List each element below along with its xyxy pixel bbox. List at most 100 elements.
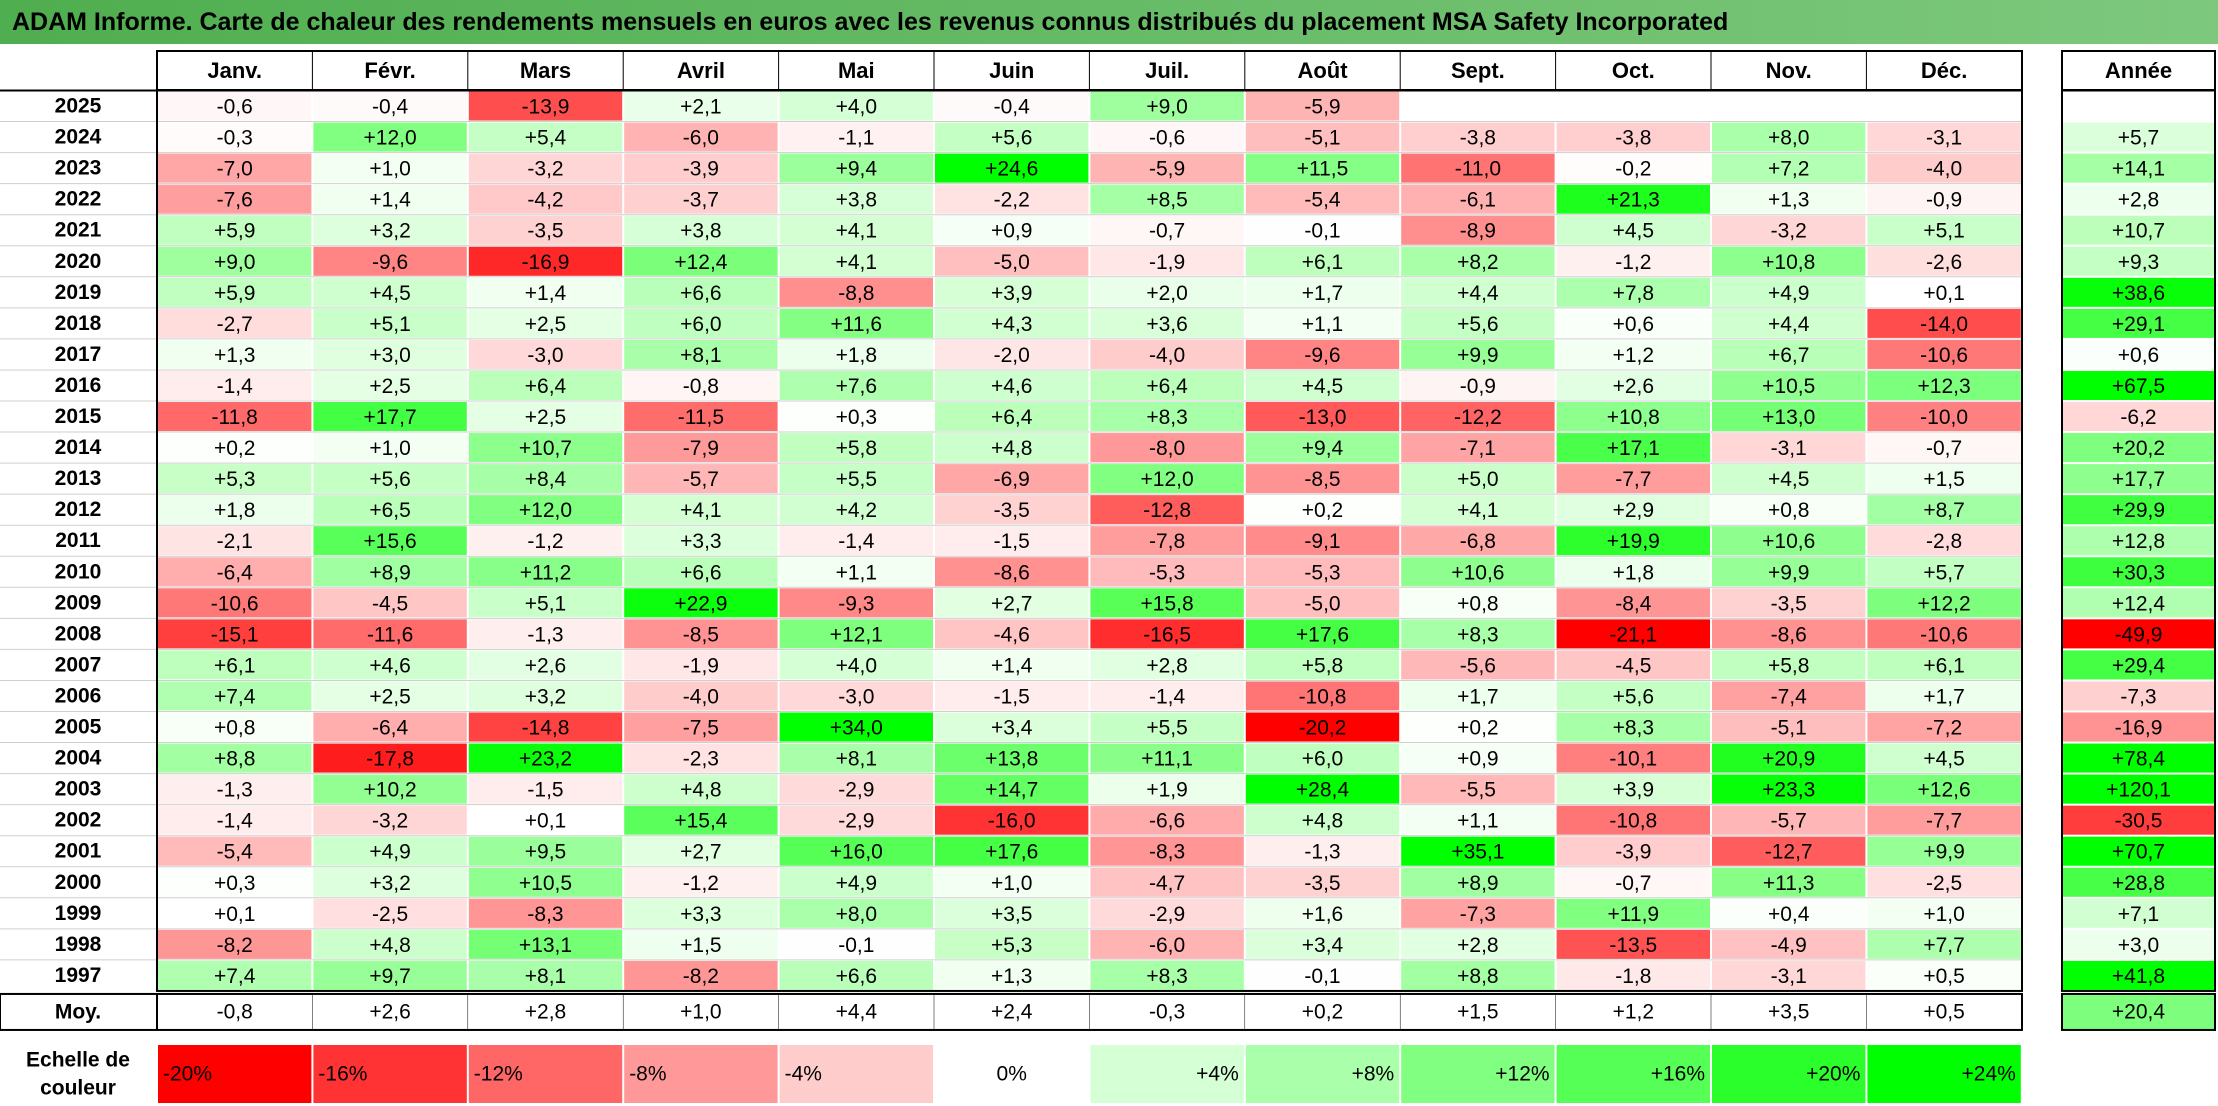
- cell-value: -10,6: [211, 592, 259, 615]
- cell-value: -1,2: [683, 872, 719, 895]
- heatmap-cell: [313, 774, 467, 804]
- cell-value: -0,1: [1304, 220, 1340, 243]
- annual-value: +67,5: [2112, 375, 2165, 398]
- cell-value: +2,8: [1146, 654, 1187, 677]
- heatmap-cell: [779, 588, 933, 618]
- heatmap-cell: [624, 681, 778, 711]
- heatmap-cell: [1090, 433, 1244, 463]
- heatmap-cell: [624, 867, 778, 897]
- heatmap-cell: [624, 526, 778, 556]
- cell-value: -0,8: [683, 375, 719, 398]
- cell-value: -2,7: [217, 313, 253, 336]
- heatmap-cell: [158, 370, 312, 400]
- heatmap-cell: [313, 153, 467, 183]
- cell-value: +5,6: [991, 127, 1032, 150]
- heatmap-cell: [624, 712, 778, 742]
- cell-value: -3,8: [1460, 127, 1496, 150]
- cell-value: -13,9: [522, 96, 570, 119]
- heatmap-cell: [935, 650, 1089, 680]
- cell-value: +10,6: [1762, 530, 1815, 553]
- heatmap-cell: [158, 153, 312, 183]
- annual-cell: [2063, 464, 2214, 494]
- cell-value: +12,0: [519, 499, 572, 522]
- cell-value: -8,6: [1771, 623, 1807, 646]
- cell-value: -2,2: [994, 189, 1030, 212]
- cell-value: +4,8: [1302, 810, 1343, 833]
- heatmap-cell: [313, 246, 467, 276]
- cell-value: +0,6: [1613, 313, 1654, 336]
- annual-value: +12,8: [2112, 530, 2165, 553]
- heatmap-cell: [1245, 495, 1400, 525]
- annual-cell: [2063, 650, 2214, 680]
- cell-value: -3,0: [838, 685, 874, 708]
- scale-step: +4%: [1196, 1063, 1239, 1086]
- heatmap-cell: [1867, 557, 2021, 587]
- average-annual-cell: [2061, 992, 2216, 1031]
- heatmap-cell: [158, 433, 312, 463]
- heatmap-cell: [779, 215, 933, 245]
- heatmap-cell: [624, 91, 778, 121]
- heatmap-cell: [935, 836, 1089, 866]
- heatmap-cell: [313, 929, 467, 959]
- cell-value: -5,4: [1304, 189, 1341, 212]
- cell-value: -2,9: [838, 779, 874, 802]
- annual-value: -6,2: [2120, 406, 2156, 429]
- annual-cell: [2063, 557, 2214, 587]
- heatmap-cell: [935, 960, 1089, 990]
- heatmap-cell: [1090, 650, 1244, 680]
- cell-value: +14,7: [985, 779, 1038, 802]
- annual-cell: [2063, 929, 2214, 959]
- average-annual-value: +20,4: [2112, 1000, 2165, 1023]
- cell-value: +12,3: [1918, 375, 1971, 398]
- heatmap-cell: [779, 712, 933, 742]
- heatmap-cell: [313, 122, 467, 152]
- cell-value: -16,0: [988, 810, 1036, 833]
- heatmap-cell: [1245, 557, 1400, 587]
- heatmap-cell: [1090, 619, 1244, 649]
- cell-value: +1,1: [1302, 313, 1343, 336]
- cell-value: +5,6: [1457, 313, 1498, 336]
- cell-value: +0,9: [991, 220, 1032, 243]
- annual-value: +29,4: [2112, 654, 2165, 677]
- heatmap-cell: [313, 495, 467, 525]
- cell-value: +10,6: [1451, 561, 1504, 584]
- heatmap-cell: [1401, 867, 1555, 897]
- heatmap-cell: [1401, 308, 1555, 338]
- cell-value: -8,3: [527, 903, 563, 926]
- cell-value: -4,0: [1149, 344, 1185, 367]
- cell-value: +12,1: [830, 623, 883, 646]
- cell-value: -11,6: [367, 623, 413, 646]
- grid-border: [156, 89, 2023, 992]
- year-label: 2006: [55, 684, 102, 707]
- heatmap-cell: [624, 960, 778, 990]
- heatmap-cell: [1867, 184, 2021, 214]
- scale-step: -12%: [474, 1063, 523, 1086]
- heatmap-cell: [1090, 557, 1244, 587]
- year-label: 2004: [55, 747, 102, 770]
- cell-value: -3,0: [527, 344, 563, 367]
- cell-value: -4,0: [1926, 158, 1962, 181]
- cell-value: -2,3: [683, 748, 719, 771]
- heatmap-cell: [1712, 619, 1866, 649]
- cell-value: -9,6: [1304, 344, 1340, 367]
- annual-value: +41,8: [2112, 965, 2165, 988]
- cell-value: +16,0: [830, 841, 883, 864]
- scale-swatch: [779, 1045, 933, 1103]
- cell-value: -7,8: [1149, 530, 1185, 553]
- year-label: 2022: [55, 188, 102, 211]
- cell-value: +1,3: [1768, 189, 1809, 212]
- annual-cell: [2063, 495, 2214, 525]
- heatmap-cell: [624, 464, 778, 494]
- heatmap-cell: [313, 91, 467, 121]
- cell-value: +5,6: [1613, 685, 1654, 708]
- cell-value: +4,5: [1302, 375, 1343, 398]
- month-header: Janv.: [207, 58, 262, 83]
- average-row: [0, 992, 2023, 1031]
- heatmap-cell: [1712, 929, 1866, 959]
- heatmap-cell: [935, 557, 1089, 587]
- cell-value: +4,5: [1923, 748, 1964, 771]
- annual-value: +10,7: [2112, 220, 2165, 243]
- cell-value: +6,0: [1302, 748, 1343, 771]
- cell-value: +12,0: [364, 127, 417, 150]
- scale-step: +24%: [1962, 1063, 2016, 1086]
